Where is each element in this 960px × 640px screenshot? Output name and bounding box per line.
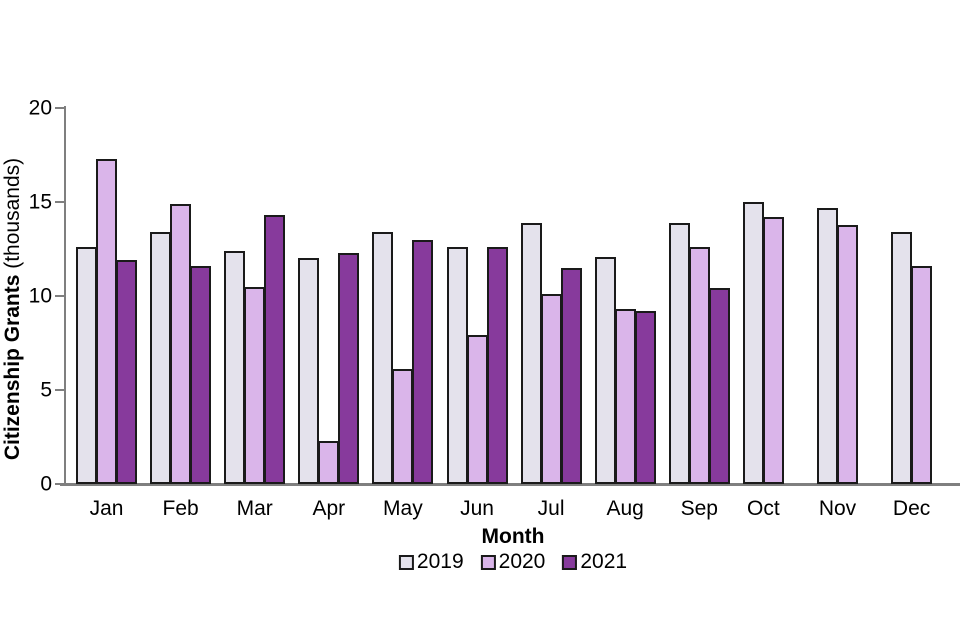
bar-2020-mar — [244, 287, 265, 484]
x-axis-line — [60, 483, 960, 486]
bar-2021-jun — [487, 247, 508, 484]
y-tick-label: 15 — [28, 190, 52, 214]
bar-2019-jul — [521, 223, 542, 484]
y-tick-mark — [55, 295, 64, 297]
legend-label-2019: 2019 — [416, 550, 464, 573]
bar-2020-oct — [763, 217, 784, 484]
bar-2020-feb — [170, 204, 191, 484]
bar-2019-dec — [891, 232, 912, 484]
bar-2020-sep — [689, 247, 710, 484]
legend-label-2020: 2020 — [498, 550, 546, 573]
bar-2019-jan — [76, 247, 97, 484]
bar-2019-mar — [224, 251, 245, 484]
legend-swatch-2020 — [480, 554, 496, 570]
bar-2019-feb — [150, 232, 171, 484]
x-tick-label-nov: Nov — [818, 497, 857, 520]
x-tick-label-jun: Jun — [460, 497, 494, 520]
legend-item-2021: 2021 — [562, 550, 627, 574]
y-tick-label: 5 — [40, 378, 52, 402]
x-tick-label-dec: Dec — [892, 497, 931, 520]
bar-2019-apr — [298, 258, 319, 484]
bar-2019-may — [372, 232, 393, 484]
y-axis-title-unit: (thousands) — [1, 157, 24, 269]
y-tick-mark — [55, 389, 64, 391]
legend-label-2021: 2021 — [580, 550, 628, 573]
y-tick-label: 0 — [40, 472, 52, 496]
bar-2020-aug — [615, 309, 636, 484]
x-tick-label-sep: Sep — [680, 497, 718, 520]
x-tick-label-feb: Feb — [162, 497, 199, 520]
bar-2021-apr — [338, 253, 359, 484]
x-tick-label-jan: Jan — [89, 497, 124, 520]
bar-2020-jul — [541, 294, 562, 484]
legend: 2019 2020 2021 — [398, 550, 627, 574]
y-tick-mark — [55, 483, 64, 485]
bar-2019-jun — [447, 247, 468, 484]
x-tick-label-jul: Jul — [537, 497, 565, 520]
legend-swatch-2019 — [398, 554, 414, 570]
x-tick-label-oct: Oct — [747, 497, 780, 520]
bar-2021-aug — [635, 311, 656, 484]
x-tick-label-mar: Mar — [236, 497, 273, 520]
bar-2020-apr — [318, 441, 339, 484]
legend-swatch-2021 — [562, 554, 578, 570]
y-tick-mark — [55, 201, 64, 203]
bar-2019-sep — [669, 223, 690, 484]
bar-2020-may — [392, 369, 413, 484]
bar-2021-jan — [116, 260, 137, 484]
y-tick-label: 10 — [28, 284, 52, 308]
y-tick-mark — [55, 107, 64, 109]
x-axis-title: Month — [481, 525, 545, 548]
legend-item-2020: 2020 — [480, 550, 546, 574]
x-tick-label-may: May — [383, 497, 423, 520]
bar-2021-jul — [561, 268, 582, 484]
bar-2020-jun — [467, 335, 488, 484]
bar-2019-aug — [595, 257, 616, 484]
bar-2021-sep — [709, 288, 730, 484]
bar-2020-nov — [837, 225, 858, 484]
bar-2019-oct — [743, 202, 764, 484]
y-axis-line — [64, 106, 66, 486]
x-tick-label-apr: Apr — [312, 497, 346, 520]
bar-2021-may — [412, 240, 433, 484]
bar-2021-mar — [264, 215, 285, 484]
bar-2020-dec — [911, 266, 932, 484]
bar-2019-nov — [817, 208, 838, 484]
y-axis-title: Citizenship Grants (thousands) — [0, 99, 26, 519]
bar-2021-feb — [190, 266, 211, 484]
x-tick-label-aug: Aug — [606, 497, 644, 520]
legend-item-2019: 2019 — [398, 550, 464, 574]
bar-2020-jan — [96, 159, 117, 484]
y-tick-label: 20 — [28, 96, 52, 120]
